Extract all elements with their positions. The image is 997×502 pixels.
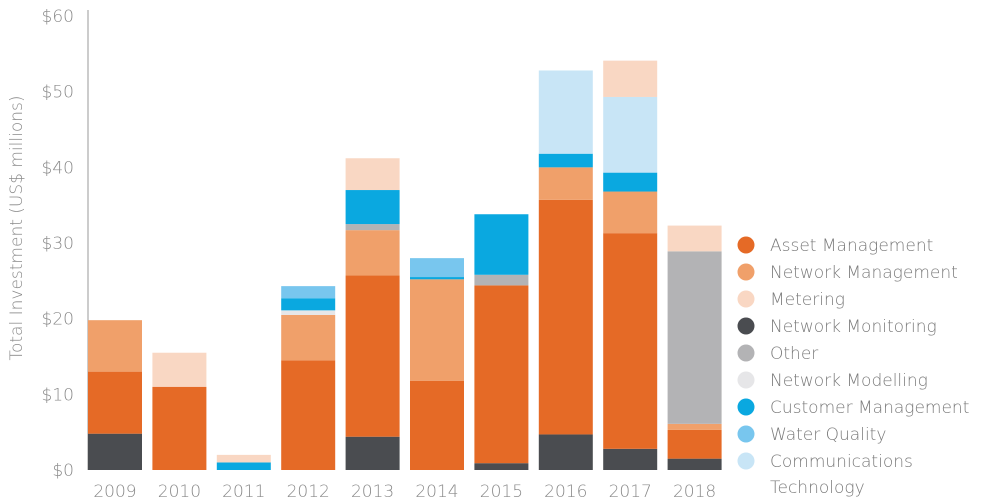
legend-marker bbox=[737, 371, 755, 389]
bar-segment bbox=[538, 153, 593, 168]
x-tick-label: 2013 bbox=[351, 482, 394, 502]
bar-segment bbox=[345, 190, 400, 225]
bar-segment bbox=[603, 448, 658, 470]
x-tick-label: 2011 bbox=[222, 482, 265, 502]
bar-segment bbox=[603, 172, 658, 192]
bar-segment bbox=[410, 279, 464, 381]
bar-segment bbox=[667, 423, 722, 430]
bar-segment bbox=[152, 386, 207, 470]
legend-marker bbox=[737, 317, 755, 335]
x-tick-label: 2012 bbox=[287, 482, 330, 502]
legend-marker bbox=[737, 290, 755, 308]
bar-segment bbox=[667, 225, 722, 252]
legend-marker bbox=[737, 344, 755, 362]
bar-segment bbox=[474, 463, 529, 470]
x-tick-label: 2015 bbox=[480, 482, 523, 502]
bar-segment bbox=[538, 167, 593, 200]
legend-label: Customer Management bbox=[770, 398, 969, 418]
x-tick-label: 2018 bbox=[673, 482, 716, 502]
legend-marker bbox=[737, 425, 755, 443]
bar-segment bbox=[88, 433, 142, 470]
legend-label: Other bbox=[770, 344, 818, 364]
bar-segment bbox=[345, 275, 400, 437]
bar-segment bbox=[281, 314, 336, 361]
bar-segment bbox=[603, 191, 658, 234]
bar-segment bbox=[281, 310, 336, 315]
legend-marker bbox=[737, 398, 755, 416]
y-tick-label: $30 bbox=[42, 234, 74, 254]
y-tick-label: $40 bbox=[42, 158, 74, 178]
legend-label: Asset Management bbox=[770, 236, 933, 256]
bar-segment bbox=[410, 380, 464, 470]
x-tick-label: 2016 bbox=[544, 482, 587, 502]
bar-segment bbox=[345, 230, 400, 276]
bar-segment bbox=[345, 158, 400, 191]
legend-label: Network Management bbox=[770, 263, 958, 283]
bar-segment bbox=[281, 298, 336, 311]
y-tick-label: $20 bbox=[42, 310, 74, 330]
y-axis-label: Total Investment (US$ millions) bbox=[7, 95, 27, 360]
bar-segment bbox=[88, 320, 142, 372]
bar-segment bbox=[410, 258, 464, 278]
x-tick-label: 2014 bbox=[415, 482, 458, 502]
y-tick-label: $50 bbox=[42, 83, 74, 103]
x-tick-label: 2017 bbox=[609, 482, 652, 502]
y-axis-ticks: $0 $10 $20 $30 $40 $50 $60 bbox=[42, 7, 74, 481]
legend-label: Metering bbox=[770, 290, 845, 310]
legend-label: Water Quality bbox=[770, 425, 886, 445]
bar-segment bbox=[538, 70, 593, 154]
bar-segment bbox=[410, 277, 464, 280]
bar-segment bbox=[281, 360, 336, 470]
legend-label: Communications Technology bbox=[770, 452, 913, 498]
legend-marker bbox=[737, 452, 755, 470]
y-tick-label: $0 bbox=[52, 461, 74, 481]
bar-segment bbox=[667, 458, 722, 470]
bar-segment bbox=[603, 96, 658, 173]
legend-label: Network Monitoring bbox=[770, 317, 937, 337]
bar-segment bbox=[667, 251, 722, 424]
bar-segment bbox=[603, 233, 658, 449]
y-tick-label: $10 bbox=[42, 385, 74, 405]
x-tick-label: 2009 bbox=[93, 482, 136, 502]
x-tick-label: 2010 bbox=[158, 482, 201, 502]
y-tick-label: $60 bbox=[42, 7, 74, 27]
legend-marker bbox=[737, 236, 755, 254]
legend-marker bbox=[737, 263, 755, 281]
bar-segment bbox=[538, 199, 593, 435]
bar-segment bbox=[667, 429, 722, 459]
legend-label: Network Modelling bbox=[770, 371, 928, 391]
x-axis-ticks: 2009 2010 2011 2012 2013 2014 2015 2016 2017 2018 bbox=[93, 482, 716, 502]
bar-segment bbox=[474, 274, 529, 286]
bar-segment bbox=[474, 285, 529, 464]
bars bbox=[88, 60, 722, 470]
legend: Asset Management Network Management Meteri… bbox=[737, 236, 969, 498]
bar-segment bbox=[281, 286, 336, 299]
bar-segment bbox=[474, 214, 529, 275]
bar-segment bbox=[216, 454, 271, 463]
bar-segment bbox=[152, 352, 207, 387]
bar-segment bbox=[216, 462, 271, 470]
bar-segment bbox=[345, 436, 400, 470]
bar-segment bbox=[603, 60, 658, 97]
bar-segment bbox=[88, 371, 142, 434]
bar-segment bbox=[345, 224, 400, 231]
bar-segment bbox=[538, 434, 593, 470]
